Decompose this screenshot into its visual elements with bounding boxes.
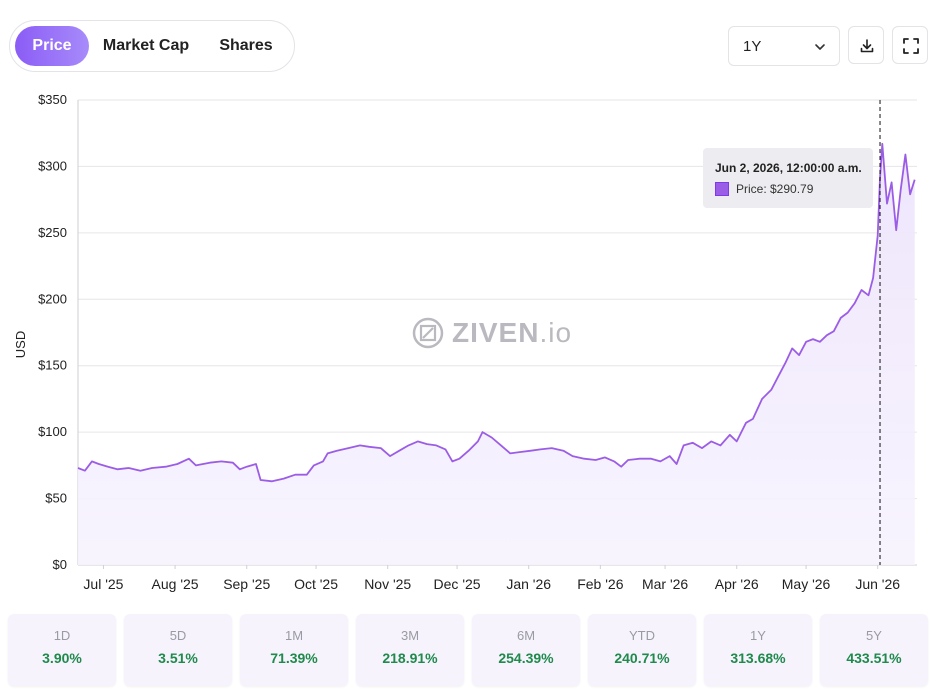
price-area xyxy=(78,143,915,566)
perf-change: 254.39% xyxy=(498,650,554,666)
performance-row: 1D 3.90% 5D 3.51% 1M 71.39% 3M 218.91% 6… xyxy=(8,614,940,692)
perf-card-1m[interactable]: 1M 71.39% xyxy=(240,614,348,686)
download-button[interactable] xyxy=(848,26,884,64)
perf-card-ytd[interactable]: YTD 240.71% xyxy=(588,614,696,686)
x-tick-label: Jan '26 xyxy=(506,576,551,592)
perf-period: YTD xyxy=(629,628,655,643)
perf-card-5y[interactable]: 5Y 433.51% xyxy=(820,614,928,686)
perf-period: 6M xyxy=(516,628,536,643)
brand-watermark: ZIVEN .io xyxy=(412,314,572,352)
fullscreen-button[interactable] xyxy=(892,26,928,64)
perf-change: 3.51% xyxy=(158,650,198,666)
fullscreen-icon xyxy=(903,38,919,54)
range-select[interactable]: 1Y xyxy=(728,26,840,66)
perf-period: 1Y xyxy=(750,628,766,643)
y-tick-label: $100 xyxy=(38,424,67,439)
tab-price[interactable]: Price xyxy=(15,26,89,66)
perf-card-6m[interactable]: 6M 254.39% xyxy=(472,614,580,686)
range-select-value: 1Y xyxy=(743,38,762,55)
perf-change: 313.68% xyxy=(730,650,786,666)
y-tick-label: $0 xyxy=(53,557,67,572)
y-axis-label: USD xyxy=(13,331,28,358)
y-tick-label: $300 xyxy=(38,158,67,173)
tab-shares[interactable]: Shares xyxy=(219,37,273,54)
perf-period: 5Y xyxy=(866,628,882,643)
perf-period: 3M xyxy=(400,628,420,643)
y-tick-label: $250 xyxy=(38,225,67,240)
price-chart[interactable]: $0 $50 $100 $150 $200 $250 $300 $350 USD Jul '25 A… xyxy=(0,88,950,600)
x-tick-label: May '26 xyxy=(782,576,831,592)
x-tick-label: Mar '26 xyxy=(642,576,688,592)
perf-card-1y[interactable]: 1Y 313.68% xyxy=(704,614,812,686)
perf-period: 1D xyxy=(53,628,71,643)
chart-mode-tabs: Price Market Cap Shares xyxy=(9,20,295,72)
y-tick-label: $350 xyxy=(38,92,67,107)
tooltip-date: Jun 2, 2026, 12:00:00 a.m. xyxy=(715,161,862,175)
x-tick-label: Aug '25 xyxy=(152,576,199,592)
perf-period: 1M xyxy=(284,628,304,643)
x-tick-label: Sep '25 xyxy=(223,576,270,592)
x-tick-label: Feb '26 xyxy=(577,576,623,592)
perf-card-1d[interactable]: 1D 3.90% xyxy=(8,614,116,686)
perf-change: 240.71% xyxy=(614,650,670,666)
x-tick-label: Oct '25 xyxy=(294,576,338,592)
x-tick-label: Dec '25 xyxy=(434,576,481,592)
perf-change: 71.39% xyxy=(270,650,318,666)
perf-change: 3.90% xyxy=(42,650,82,666)
perf-card-5d[interactable]: 5D 3.51% xyxy=(124,614,232,686)
chart-tooltip: Jun 2, 2026, 12:00:00 a.m. Price: $290.7… xyxy=(703,148,873,208)
perf-period: 5D xyxy=(169,628,187,643)
chevron-down-icon xyxy=(815,44,825,50)
x-tick-label: Nov '25 xyxy=(364,576,411,592)
y-tick-label: $200 xyxy=(38,291,67,306)
tab-market-cap[interactable]: Market Cap xyxy=(102,37,190,54)
x-tick-label: Apr '26 xyxy=(715,576,759,592)
tooltip-swatch xyxy=(715,182,729,196)
watermark-suffix: .io xyxy=(539,317,573,348)
y-tick-label: $150 xyxy=(38,358,67,373)
perf-change: 433.51% xyxy=(846,650,902,666)
y-tick-label: $50 xyxy=(45,491,67,506)
perf-card-3m[interactable]: 3M 218.91% xyxy=(356,614,464,686)
perf-change: 218.91% xyxy=(382,650,438,666)
brand-logo-icon xyxy=(412,317,444,349)
price-line xyxy=(77,142,916,483)
watermark-brand: ZIVEN xyxy=(452,317,540,348)
tooltip-value: Price: $290.79 xyxy=(736,182,814,196)
x-tick-label: Jun '26 xyxy=(855,576,900,592)
x-tick-label: Jul '25 xyxy=(83,576,123,592)
download-icon xyxy=(860,39,874,53)
